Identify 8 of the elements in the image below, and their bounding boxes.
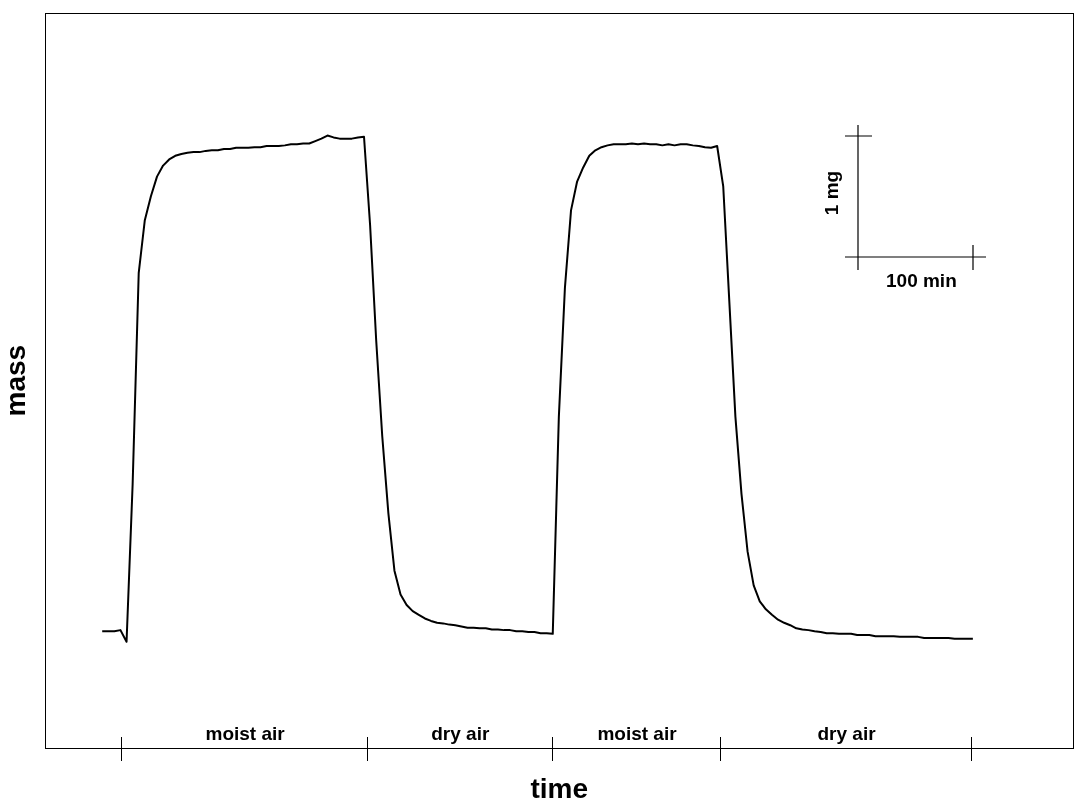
y-axis-title: mass: [0, 344, 31, 417]
annotation: dry air: [817, 723, 877, 745]
annotation: dry air: [431, 723, 490, 745]
annotation: moist air: [597, 723, 678, 745]
annotation: 100 min: [886, 270, 957, 292]
x-axis-title: time: [530, 772, 589, 804]
annotation: 1 mg: [821, 170, 844, 216]
annotation: moist air: [205, 723, 286, 745]
